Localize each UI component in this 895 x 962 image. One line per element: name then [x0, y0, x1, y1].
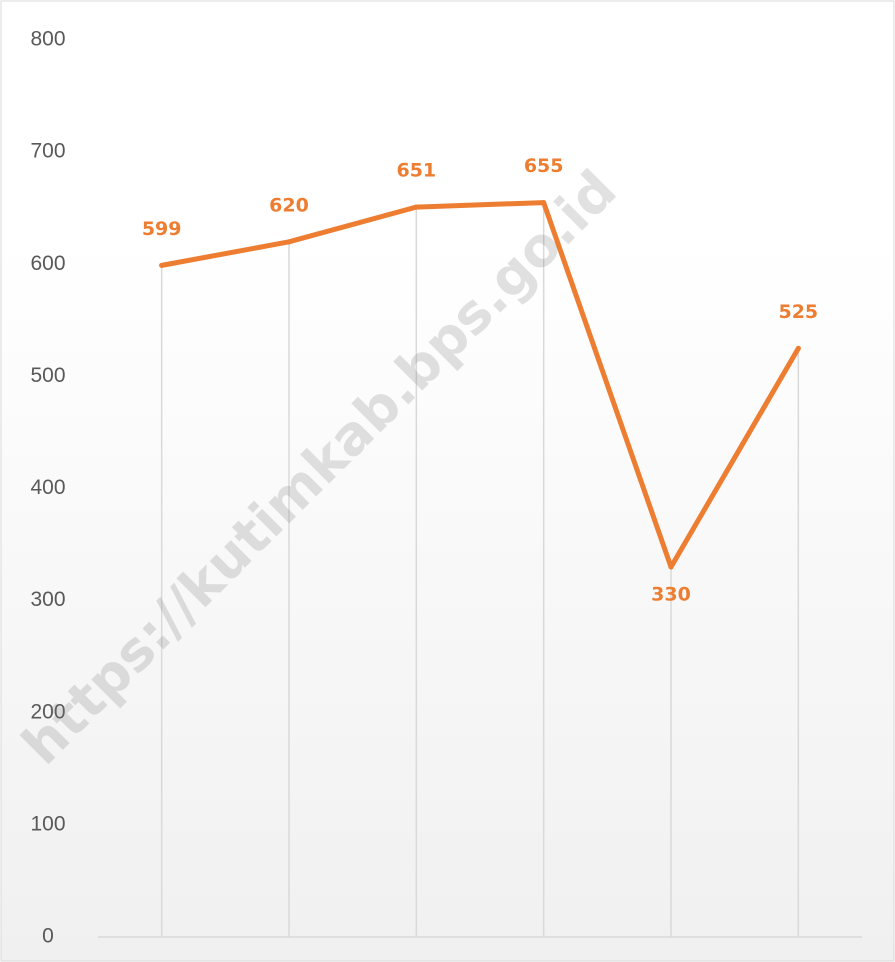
y-tick-label: 800 [30, 28, 65, 51]
data-label: 655 [524, 155, 564, 177]
data-label: 525 [778, 301, 818, 323]
grid-lines [160, 202, 800, 937]
data-point [668, 564, 674, 570]
y-tick-label: 700 [30, 140, 65, 163]
y-tick-label: 0 [42, 925, 54, 948]
data-label: 330 [651, 583, 691, 605]
y-axis-tick-labels: 0 100 200 300 400 500 600 700 800 [30, 28, 65, 948]
data-label: 599 [142, 218, 182, 240]
series-group [159, 200, 801, 570]
y-tick-label: 500 [30, 364, 65, 387]
series-line [159, 200, 801, 570]
y-tick-label: 300 [30, 588, 65, 611]
data-label: 620 [269, 194, 309, 216]
data-point [159, 262, 165, 268]
y-tick-label: 600 [30, 252, 65, 275]
y-tick-label: 100 [30, 812, 65, 835]
data-point [413, 204, 419, 210]
data-label: 651 [396, 160, 436, 182]
y-tick-label: 400 [30, 476, 65, 499]
data-point [795, 345, 801, 351]
data-point [286, 239, 292, 245]
data-point [541, 200, 547, 206]
y-tick-label: 200 [30, 700, 65, 723]
data-labels: 599 620 651 655 330 525 [142, 155, 818, 605]
